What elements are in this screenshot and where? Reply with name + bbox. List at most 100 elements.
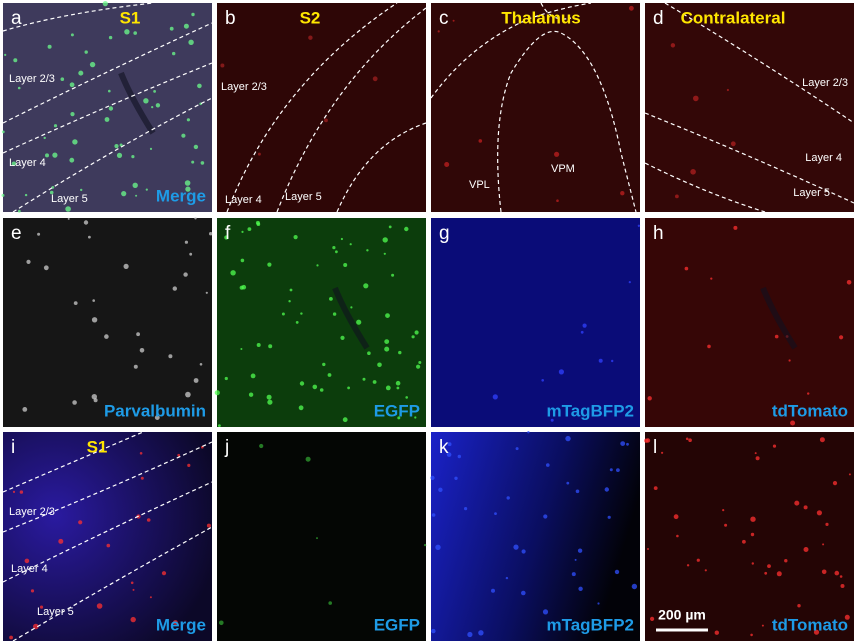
cell — [69, 82, 75, 88]
cell — [724, 523, 728, 527]
cell — [332, 312, 337, 316]
cell — [464, 507, 468, 511]
cell — [377, 362, 382, 368]
cell — [543, 514, 548, 519]
panel-caption: Merge — [156, 615, 206, 634]
cell — [414, 330, 419, 335]
cell — [250, 373, 256, 379]
panel-letter: f — [225, 223, 231, 244]
panel-caption: Parvalbumin — [104, 401, 206, 420]
panel: d Contralateral Layer 2/3 Layer 4 Layer 5 — [644, 2, 855, 213]
cell — [124, 29, 130, 35]
cell — [340, 237, 343, 241]
panel-letter: l — [653, 437, 657, 458]
cell — [224, 235, 229, 240]
cell — [184, 180, 191, 186]
cell — [133, 364, 138, 369]
panel-image — [645, 432, 854, 641]
cell — [521, 590, 526, 596]
cell — [347, 386, 350, 390]
cell — [431, 628, 436, 634]
cell — [714, 630, 719, 635]
panel-image — [3, 218, 212, 427]
cell — [146, 518, 151, 522]
cell — [89, 61, 96, 68]
cell — [382, 237, 388, 243]
cell — [788, 359, 791, 362]
cell — [454, 476, 458, 480]
cell — [821, 569, 827, 575]
cell — [384, 346, 390, 352]
panel-letter: e — [11, 223, 22, 244]
cell — [26, 259, 31, 264]
cell — [136, 332, 141, 337]
cell — [70, 33, 74, 37]
cell — [140, 476, 144, 480]
cell — [565, 435, 571, 442]
cell — [446, 452, 452, 457]
cell — [114, 144, 119, 149]
cell — [556, 199, 559, 202]
cell — [435, 544, 441, 550]
cell — [43, 265, 49, 271]
cell — [13, 58, 18, 63]
cell — [49, 190, 54, 195]
cell — [58, 538, 64, 544]
region-label: Layer 2/3 — [221, 81, 267, 93]
cell — [647, 548, 649, 550]
cell — [255, 220, 260, 225]
panel: f EGFP — [214, 218, 426, 427]
cell — [598, 358, 603, 363]
cell — [726, 88, 729, 92]
cell — [153, 90, 157, 93]
cell — [239, 285, 244, 290]
cell — [135, 194, 138, 197]
cell — [65, 206, 71, 212]
cell — [240, 258, 245, 263]
cell — [91, 317, 98, 323]
cell — [541, 379, 544, 382]
cell — [546, 463, 550, 467]
cell — [571, 572, 576, 577]
cell — [846, 280, 852, 285]
cell — [102, 1, 108, 7]
cell — [268, 344, 273, 349]
cell — [693, 95, 699, 102]
cell — [123, 263, 129, 269]
panel-image — [431, 3, 640, 212]
cell — [218, 424, 221, 427]
panel-title: S2 — [300, 8, 321, 27]
cell — [574, 558, 577, 561]
cell — [372, 380, 377, 384]
cell — [267, 262, 272, 267]
cell — [447, 442, 452, 447]
cell — [248, 392, 254, 397]
cell — [395, 380, 401, 386]
cell — [185, 186, 191, 192]
cell — [69, 157, 75, 163]
cell — [1, 193, 5, 197]
tissue-crack — [760, 286, 798, 350]
cell — [690, 169, 696, 175]
cell — [172, 51, 176, 56]
region-border — [664, 2, 855, 124]
cell — [30, 589, 35, 593]
cell — [609, 468, 613, 472]
cell — [478, 630, 484, 636]
cell — [108, 89, 111, 93]
cell — [366, 249, 369, 252]
cell — [219, 620, 224, 626]
cell — [151, 106, 154, 109]
cell — [813, 629, 820, 635]
region-border — [644, 112, 855, 204]
cell — [577, 548, 583, 553]
panel-caption: Merge — [156, 186, 206, 205]
cell — [411, 335, 415, 339]
cell — [161, 571, 167, 576]
cell — [803, 547, 809, 552]
cell — [844, 614, 850, 620]
cell — [305, 456, 311, 462]
cell — [188, 39, 194, 45]
panel-title: Thalamus — [501, 8, 580, 27]
cell — [437, 30, 440, 33]
